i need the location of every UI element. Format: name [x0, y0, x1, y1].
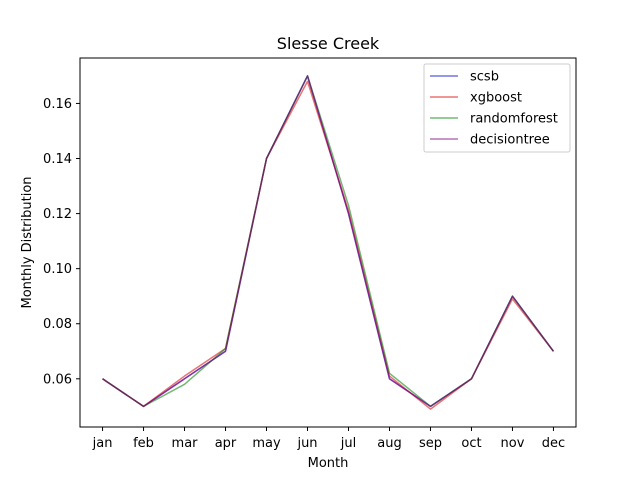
- y-tick-label: 0.08: [43, 317, 72, 332]
- x-axis-label: Month: [308, 456, 349, 471]
- x-tick-label: apr: [215, 436, 237, 451]
- x-tick-label: jul: [340, 436, 356, 451]
- x-tick-label: dec: [542, 436, 565, 451]
- y-axis-label: Monthly Distribution: [20, 176, 35, 308]
- series-line-decisiontree: [102, 75, 555, 408]
- axis-ticks: jan feb mar apr may jun jul aug sep oct nov dec 0.06…: [43, 97, 565, 451]
- x-tick-label: feb: [133, 436, 154, 451]
- chart-title: Slesse Creek: [277, 34, 380, 53]
- y-tick-label: 0.12: [43, 207, 72, 222]
- legend-label-xgboost: xgboost: [470, 91, 522, 106]
- y-tick-label: 0.14: [43, 152, 72, 167]
- legend: scsb xgboost randomforest decisiontree: [423, 63, 571, 153]
- x-tick-label: may: [252, 436, 281, 451]
- x-tick-label: nov: [501, 436, 525, 451]
- legend-label-scsb: scsb: [470, 70, 499, 85]
- legend-label-randomforest: randomforest: [470, 112, 558, 127]
- legend-box: [423, 63, 571, 153]
- x-tick-label: oct: [461, 436, 481, 451]
- x-tick-label: jan: [92, 436, 113, 451]
- x-tick-label: mar: [172, 436, 199, 451]
- series-lines: [102, 75, 555, 410]
- legend-label-decisiontree: decisiontree: [470, 133, 550, 148]
- x-tick-label: jun: [296, 436, 317, 451]
- x-tick-label: sep: [419, 436, 442, 451]
- x-tick-label: aug: [377, 436, 401, 451]
- plot-frame: [79, 57, 577, 428]
- y-tick-label: 0.16: [43, 97, 72, 112]
- y-tick-label: 0.06: [43, 372, 72, 387]
- y-tick-label: 0.10: [43, 262, 72, 277]
